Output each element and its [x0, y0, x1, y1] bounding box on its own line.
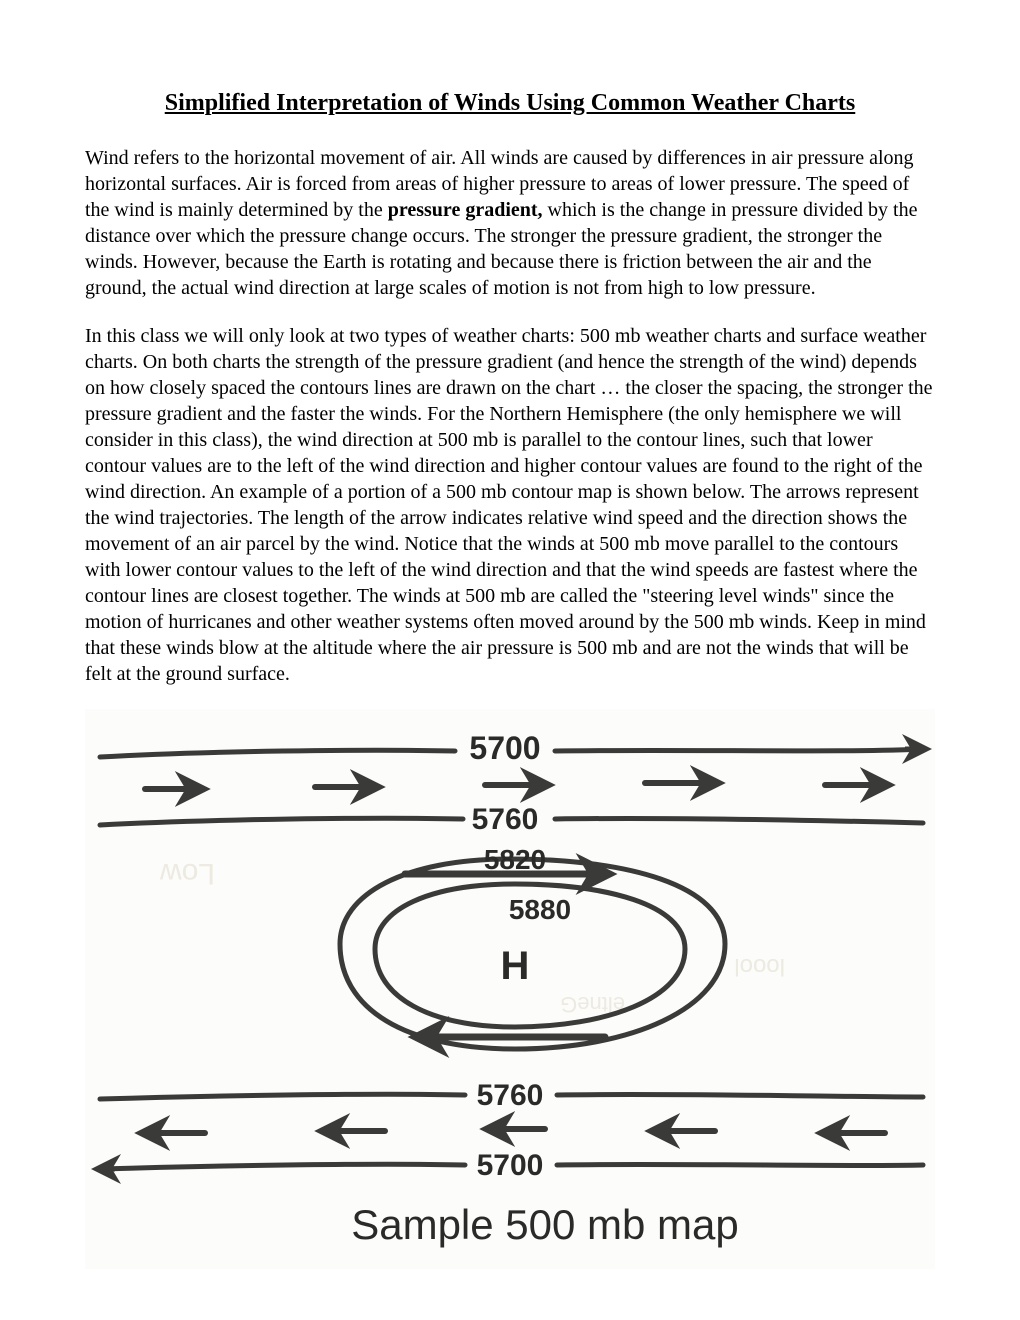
label-5700-bot: 5700 [477, 1149, 544, 1182]
label-5820: 5820 [484, 844, 546, 875]
contour-5760-bot-left [100, 1094, 465, 1099]
paragraph-2: In this class we will only look at two t… [85, 323, 935, 687]
para1-bold: pressure gradient, [388, 199, 543, 221]
contour-5700-bot-right [557, 1164, 923, 1165]
svg-text:loool: loool [734, 953, 785, 980]
contour-5820-oval [340, 859, 725, 1049]
contour-5700-bot-left [100, 1164, 465, 1169]
label-H: H [501, 944, 530, 988]
contour-5760-bot-right [557, 1094, 923, 1097]
label-5760-top: 5760 [472, 803, 539, 836]
ghost-bleed: Low loool eltneG [160, 857, 785, 1017]
label-5760-bot: 5760 [477, 1079, 544, 1112]
contour-5700-top-right [555, 749, 923, 751]
page-title: Simplified Interpretation of Winds Using… [85, 90, 935, 117]
contour-5760-top-right [555, 818, 923, 823]
diagram-caption: Sample 500 mb map [351, 1201, 739, 1248]
contour-map-diagram: Low loool eltneG [85, 709, 935, 1269]
paragraph-1: Wind refers to the horizontal movement o… [85, 145, 935, 301]
contour-5760-top-left [100, 818, 463, 825]
svg-text:Low: Low [160, 857, 215, 890]
label-5700-top: 5700 [469, 730, 540, 766]
label-5880: 5880 [509, 894, 571, 925]
contour-5700-top-left [100, 750, 455, 757]
